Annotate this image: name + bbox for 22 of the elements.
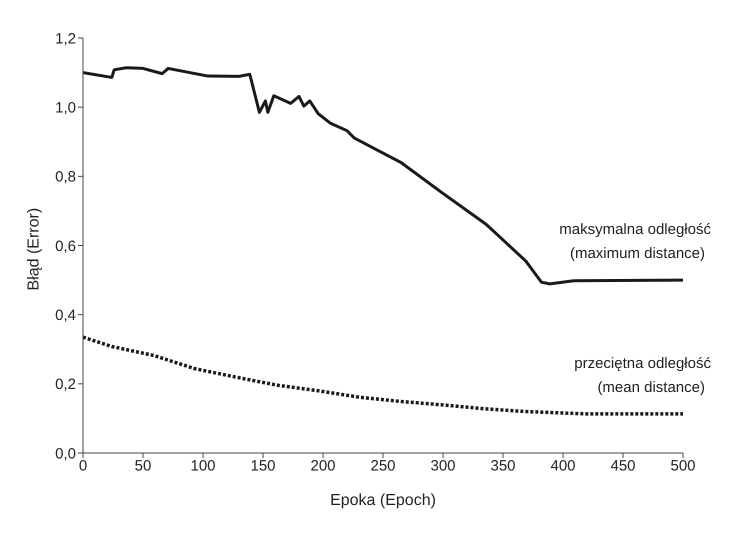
y-axis-title: Błąd (Error) [26,208,43,290]
series-label: maksymalna odległość (maximum distance) [559,221,712,262]
y-tick-label: 0,6 [55,238,76,255]
y-tick-label: 1,0 [55,99,76,116]
x-tick-label: 400 [550,458,576,475]
x-tick-label: 100 [190,458,216,475]
y-tick-label: 0,2 [55,376,76,394]
x-tick-label: 200 [310,458,336,475]
x-tick-label: 250 [370,458,396,475]
x-tick-label: 350 [490,458,516,475]
y-tick-label: 1,2 [55,30,76,48]
y-tick-label: 0,0 [55,445,76,462]
x-tick-label: 0 [78,458,88,475]
x-tick-label: 500 [670,458,696,475]
x-tick-label: 150 [250,458,276,475]
y-tick-label: 0,4 [55,306,76,324]
x-tick-label: 50 [134,458,152,475]
x-tick-label: 300 [430,458,456,475]
x-tick-label: 450 [610,458,636,475]
series-label: przeciętna odległość (mean distance) [574,354,712,396]
y-tick-label: 0,8 [55,168,76,186]
x-axis-title: Epoka (Epoch) [330,492,436,509]
